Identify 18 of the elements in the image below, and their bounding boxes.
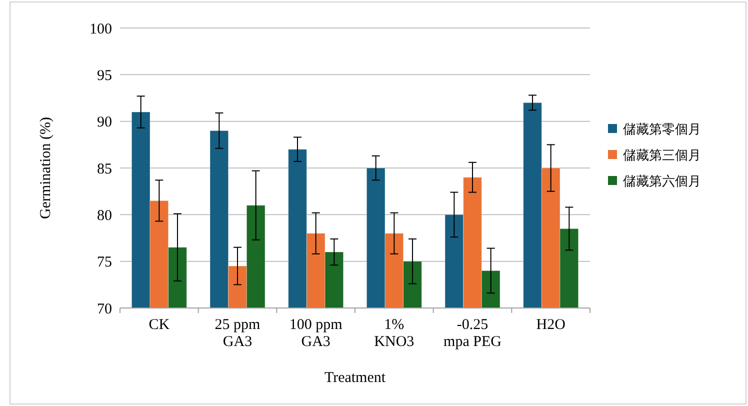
- x-tick-label: CK: [148, 317, 170, 333]
- x-tick-label: H2O: [536, 317, 566, 333]
- y-tick-label: 85: [97, 161, 112, 178]
- y-tick-label: 80: [97, 208, 112, 224]
- x-tick-label: 100 ppm GA3: [289, 317, 343, 350]
- y-tick-label: 75: [97, 254, 112, 271]
- y-tick-label: 95: [97, 68, 112, 84]
- y-axis-title: Germination (%): [38, 116, 54, 220]
- legend-label: 儲藏第三個月: [623, 148, 701, 164]
- x-axis-title: Treatment: [324, 370, 386, 386]
- y-tick-label: 70: [97, 301, 112, 318]
- x-tick-label: 1% KNO3: [374, 317, 414, 350]
- y-tick-label: 90: [97, 114, 112, 131]
- x-tick-label: -0.25 mpa PEG: [444, 317, 502, 350]
- x-tick-label: 25 ppm GA3: [214, 317, 261, 350]
- legend-label: 儲藏第六個月: [623, 174, 701, 190]
- y-tick-label: 100: [90, 21, 112, 38]
- legend-label: 儲藏第零個月: [623, 122, 701, 138]
